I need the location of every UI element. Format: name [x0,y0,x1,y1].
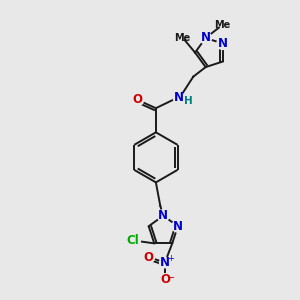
Text: Cl: Cl [127,234,140,247]
Text: N: N [174,92,184,104]
Circle shape [126,233,140,248]
Text: N: N [201,32,211,44]
Text: N: N [218,37,228,50]
Text: H: H [184,96,193,106]
Text: +: + [167,254,174,262]
Text: O: O [144,251,154,264]
Circle shape [160,257,170,268]
Circle shape [159,274,171,286]
Circle shape [173,93,184,103]
Text: O: O [133,93,142,106]
Text: Me: Me [174,33,190,43]
Circle shape [132,94,143,106]
Text: −: − [167,273,175,283]
Text: Me: Me [214,20,230,30]
Circle shape [158,210,169,221]
Circle shape [172,220,184,232]
Circle shape [217,38,229,50]
Text: N: N [160,256,170,269]
Circle shape [200,32,212,44]
Text: N: N [173,220,183,233]
Circle shape [143,251,154,263]
Text: N: N [158,209,168,222]
Text: O: O [160,273,170,286]
